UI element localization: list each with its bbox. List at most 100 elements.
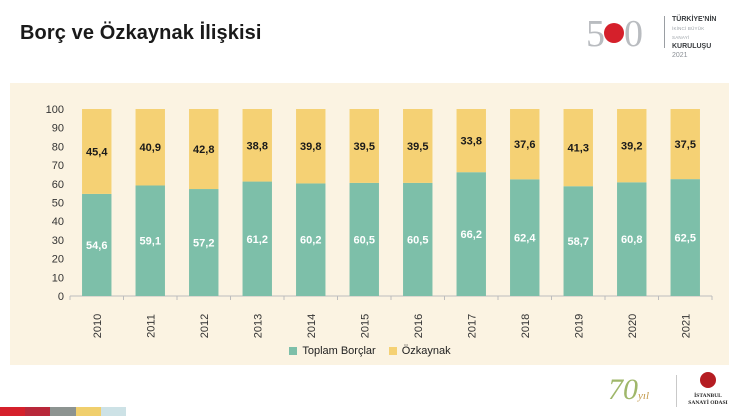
data-label-equity: 42,8 — [193, 144, 214, 156]
y-tick-label: 50 — [52, 198, 64, 210]
x-tick-label: 2017 — [466, 314, 478, 338]
bar-debt — [135, 185, 165, 296]
data-label-debt: 58,7 — [568, 236, 589, 248]
legend-label-equity: Özkaynak — [401, 345, 451, 357]
x-tick-label: 2013 — [252, 314, 264, 338]
legend-item-debt: Toplam Borçlar — [289, 345, 376, 357]
x-tick-label: 2011 — [145, 314, 157, 338]
legend-item-equity: Özkaynak — [388, 345, 451, 357]
iso-logo: İSTANBUL SANAYİ ODASI — [684, 372, 732, 407]
bar-equity — [403, 109, 433, 183]
y-tick-label: 80 — [52, 141, 64, 153]
x-tick-label: 2020 — [627, 314, 639, 338]
logo-year: 2021 — [672, 52, 688, 59]
stripe-segment — [0, 407, 26, 416]
data-label-debt: 60,5 — [407, 234, 428, 246]
y-tick-label: 0 — [58, 291, 64, 303]
seventy-year-logo: 70yıl — [608, 373, 649, 407]
y-tick-label: 40 — [52, 216, 64, 228]
logo-70-yil: yıl — [638, 390, 649, 402]
logo-70-number: 70 — [608, 373, 638, 406]
legend-label-debt: Toplam Borçlar — [302, 345, 376, 357]
stripe-segment — [100, 407, 127, 416]
stripe-segment — [25, 407, 51, 416]
bar-debt — [670, 179, 700, 296]
data-label-equity: 39,8 — [300, 141, 321, 153]
data-label-debt: 60,5 — [354, 234, 375, 246]
iso-name-line2: SANAYİ ODASI — [688, 400, 728, 406]
x-tick-label: 2016 — [413, 314, 425, 338]
data-label-equity: 45,4 — [86, 146, 108, 158]
x-tick-label: 2015 — [359, 314, 371, 338]
stripe-segment — [75, 407, 101, 416]
footer-logo-divider — [676, 375, 677, 407]
bar-debt — [242, 181, 272, 296]
bar-debt — [456, 172, 486, 296]
legend-swatch-equity — [388, 347, 397, 355]
bar-equity — [296, 109, 326, 184]
logo-line3: KURULUŞU — [672, 43, 712, 50]
data-label-debt: 61,2 — [247, 234, 268, 246]
bar-debt — [349, 182, 379, 296]
y-tick-label: 100 — [46, 104, 64, 116]
data-label-equity: 33,8 — [461, 136, 482, 148]
x-tick-label: 2014 — [306, 314, 318, 338]
data-label-equity: 37,6 — [514, 139, 535, 151]
bar-debt — [617, 182, 647, 296]
bar-equity — [242, 109, 272, 182]
x-tick-label: 2018 — [520, 314, 532, 338]
data-label-debt: 60,2 — [300, 235, 321, 247]
data-label-equity: 39,5 — [354, 141, 375, 153]
x-tick-label: 2010 — [92, 314, 104, 338]
data-label-equity: 41,3 — [568, 143, 589, 155]
x-tick-label: 2019 — [573, 314, 585, 338]
data-label-debt: 54,6 — [86, 240, 107, 252]
data-label-equity: 37,5 — [675, 139, 696, 151]
legend-swatch-debt — [289, 347, 298, 355]
data-label-equity: 39,2 — [621, 141, 642, 153]
data-label-debt: 66,2 — [461, 229, 482, 241]
bar-equity — [349, 109, 379, 183]
data-label-debt: 62,5 — [675, 233, 696, 245]
bar-debt — [189, 189, 219, 296]
data-label-debt: 59,1 — [140, 236, 161, 248]
bar-debt — [510, 179, 540, 296]
bar-debt — [563, 186, 593, 296]
x-tick-label: 2021 — [680, 314, 692, 338]
data-label-debt: 57,2 — [193, 238, 214, 250]
iso-seal-icon — [700, 372, 716, 388]
data-label-equity: 39,5 — [407, 141, 428, 153]
y-tick-label: 30 — [52, 235, 64, 247]
x-tick-label: 2012 — [199, 314, 211, 338]
bar-equity — [563, 109, 593, 187]
bar-debt — [82, 193, 112, 296]
logo-line1: TÜRKİYE'NİN — [672, 16, 717, 23]
brand-color-stripe — [0, 407, 127, 416]
stripe-segment — [50, 407, 76, 416]
bar-equity — [617, 109, 647, 183]
data-label-debt: 62,4 — [514, 233, 536, 245]
y-tick-label: 60 — [52, 179, 64, 191]
data-label-equity: 38,8 — [247, 140, 268, 152]
iso-name-line1: İSTANBUL — [694, 393, 722, 399]
chart-legend: Toplam Borçlar Özkaynak — [0, 345, 740, 358]
page-title: Borç ve Özkaynak İlişkisi — [20, 22, 262, 44]
bar-equity — [189, 109, 219, 190]
logo-line2: İKİNCİ BÜYÜK SANAYİ — [672, 26, 705, 40]
bar-debt — [403, 182, 433, 296]
bar-equity — [82, 109, 112, 194]
iso-seal-icon — [604, 23, 624, 44]
y-tick-label: 70 — [52, 160, 64, 172]
logo-divider — [664, 16, 665, 48]
bar-equity — [135, 109, 165, 186]
data-label-equity: 40,9 — [140, 142, 161, 154]
bar-equity — [510, 109, 540, 180]
data-label-debt: 60,8 — [621, 234, 642, 246]
y-tick-label: 90 — [52, 123, 64, 135]
bar-debt — [296, 183, 326, 296]
logo-text: TÜRKİYE'NİN İKİNCİ BÜYÜK SANAYİ KURULUŞU… — [672, 15, 716, 60]
y-tick-label: 20 — [52, 254, 64, 266]
